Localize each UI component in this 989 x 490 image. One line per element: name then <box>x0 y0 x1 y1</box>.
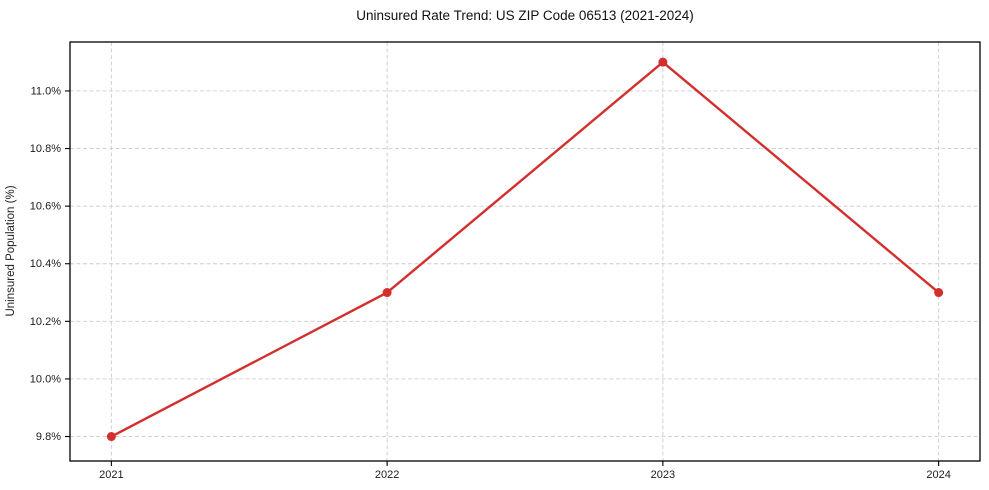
x-tick-label: 2022 <box>375 469 399 481</box>
y-tick-label: 10.6% <box>30 201 61 213</box>
data-point <box>934 288 944 298</box>
axes: 9.8% 10.0% 10.2% 10.4% 10.6% 10.8% 11.0% 2021 20… <box>30 85 951 481</box>
x-tick-label: 2021 <box>99 469 123 481</box>
x-tick-label: 2024 <box>926 469 950 481</box>
y-tick-label: 10.4% <box>30 258 61 270</box>
y-tick-label: 10.8% <box>30 143 61 155</box>
data-series <box>106 57 944 442</box>
y-tick-label: 10.2% <box>30 316 61 328</box>
x-tick-label: 2023 <box>651 469 675 481</box>
data-point <box>106 432 116 442</box>
y-tick-label: 10.0% <box>30 373 61 385</box>
chart-title: Uninsured Rate Trend: US ZIP Code 06513 … <box>356 8 693 23</box>
y-axis-label: Uninsured Population (%) <box>5 185 17 316</box>
gridlines <box>70 42 980 461</box>
y-tick-label: 11.0% <box>31 85 62 97</box>
trend-line <box>110 60 940 438</box>
data-point <box>382 288 392 298</box>
y-tick-label: 9.8% <box>36 431 61 443</box>
data-point <box>658 57 668 67</box>
plot-border <box>69 41 981 462</box>
